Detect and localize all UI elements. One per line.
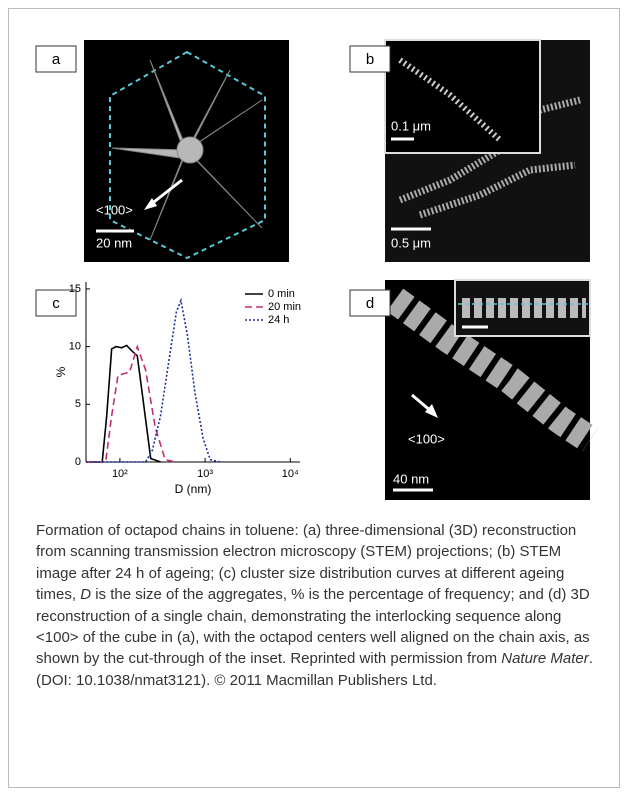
panel-label: d bbox=[366, 295, 374, 312]
series-line bbox=[86, 345, 161, 462]
caption-text: Nature Mater bbox=[501, 650, 589, 667]
panel-label: b bbox=[366, 51, 374, 68]
x-tick-label: 10² bbox=[112, 468, 128, 480]
y-axis-label: % bbox=[54, 366, 68, 377]
figure: <100> 20 nm a 0.1 μm 0.5 μm b c 0 5 10 15 10… bbox=[0, 0, 630, 510]
panel-label: c bbox=[52, 295, 60, 312]
x-tick-label: 10⁴ bbox=[282, 468, 299, 480]
y-tick-label: 15 bbox=[69, 283, 81, 295]
scale-label: 20 nm bbox=[96, 235, 132, 250]
scale-label: 0.1 μm bbox=[391, 118, 431, 133]
direction-label: <100> bbox=[96, 202, 133, 217]
y-tick-label: 0 bbox=[75, 456, 81, 468]
series-line bbox=[86, 300, 220, 462]
caption: Formation of octapod chains in toluene: … bbox=[36, 520, 596, 691]
y-tick-label: 10 bbox=[69, 341, 81, 353]
legend-label: 0 min bbox=[268, 288, 295, 300]
inset-b bbox=[385, 40, 540, 153]
scale-label: 0.5 μm bbox=[391, 235, 431, 250]
y-tick-label: 5 bbox=[75, 398, 81, 410]
panel-label: a bbox=[52, 51, 61, 68]
legend-label: 20 min bbox=[268, 301, 301, 313]
x-tick-label: 10³ bbox=[197, 468, 213, 480]
scale-label: 40 nm bbox=[393, 471, 429, 486]
caption-text: D bbox=[80, 586, 91, 603]
legend-label: 24 h bbox=[268, 314, 289, 326]
x-axis-label: D (nm) bbox=[175, 482, 212, 496]
direction-label: <100> bbox=[408, 431, 445, 446]
